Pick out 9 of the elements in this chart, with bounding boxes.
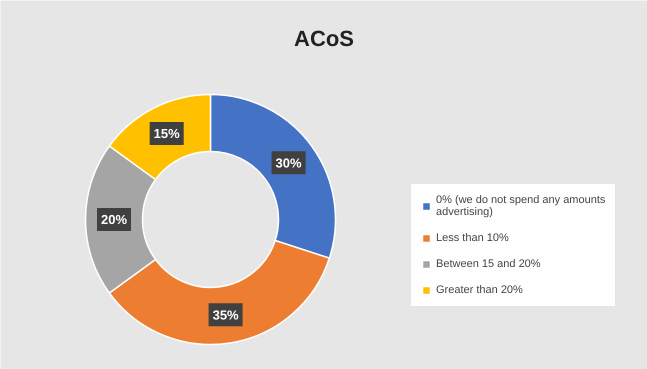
data-label: 20% — [100, 212, 128, 227]
legend-label: Less than 10% — [436, 232, 509, 244]
legend-label: Between 15 and 20% — [436, 258, 541, 270]
data-label: 30% — [276, 155, 302, 170]
legend-label: 0% (we do not spend any amounts advertising) — [436, 194, 606, 218]
legend-label: Greater than 20% — [436, 284, 523, 296]
chart-title: ACoS — [294, 26, 354, 51]
data-label: 15% — [154, 126, 180, 142]
data-label: 35% — [212, 307, 240, 322]
